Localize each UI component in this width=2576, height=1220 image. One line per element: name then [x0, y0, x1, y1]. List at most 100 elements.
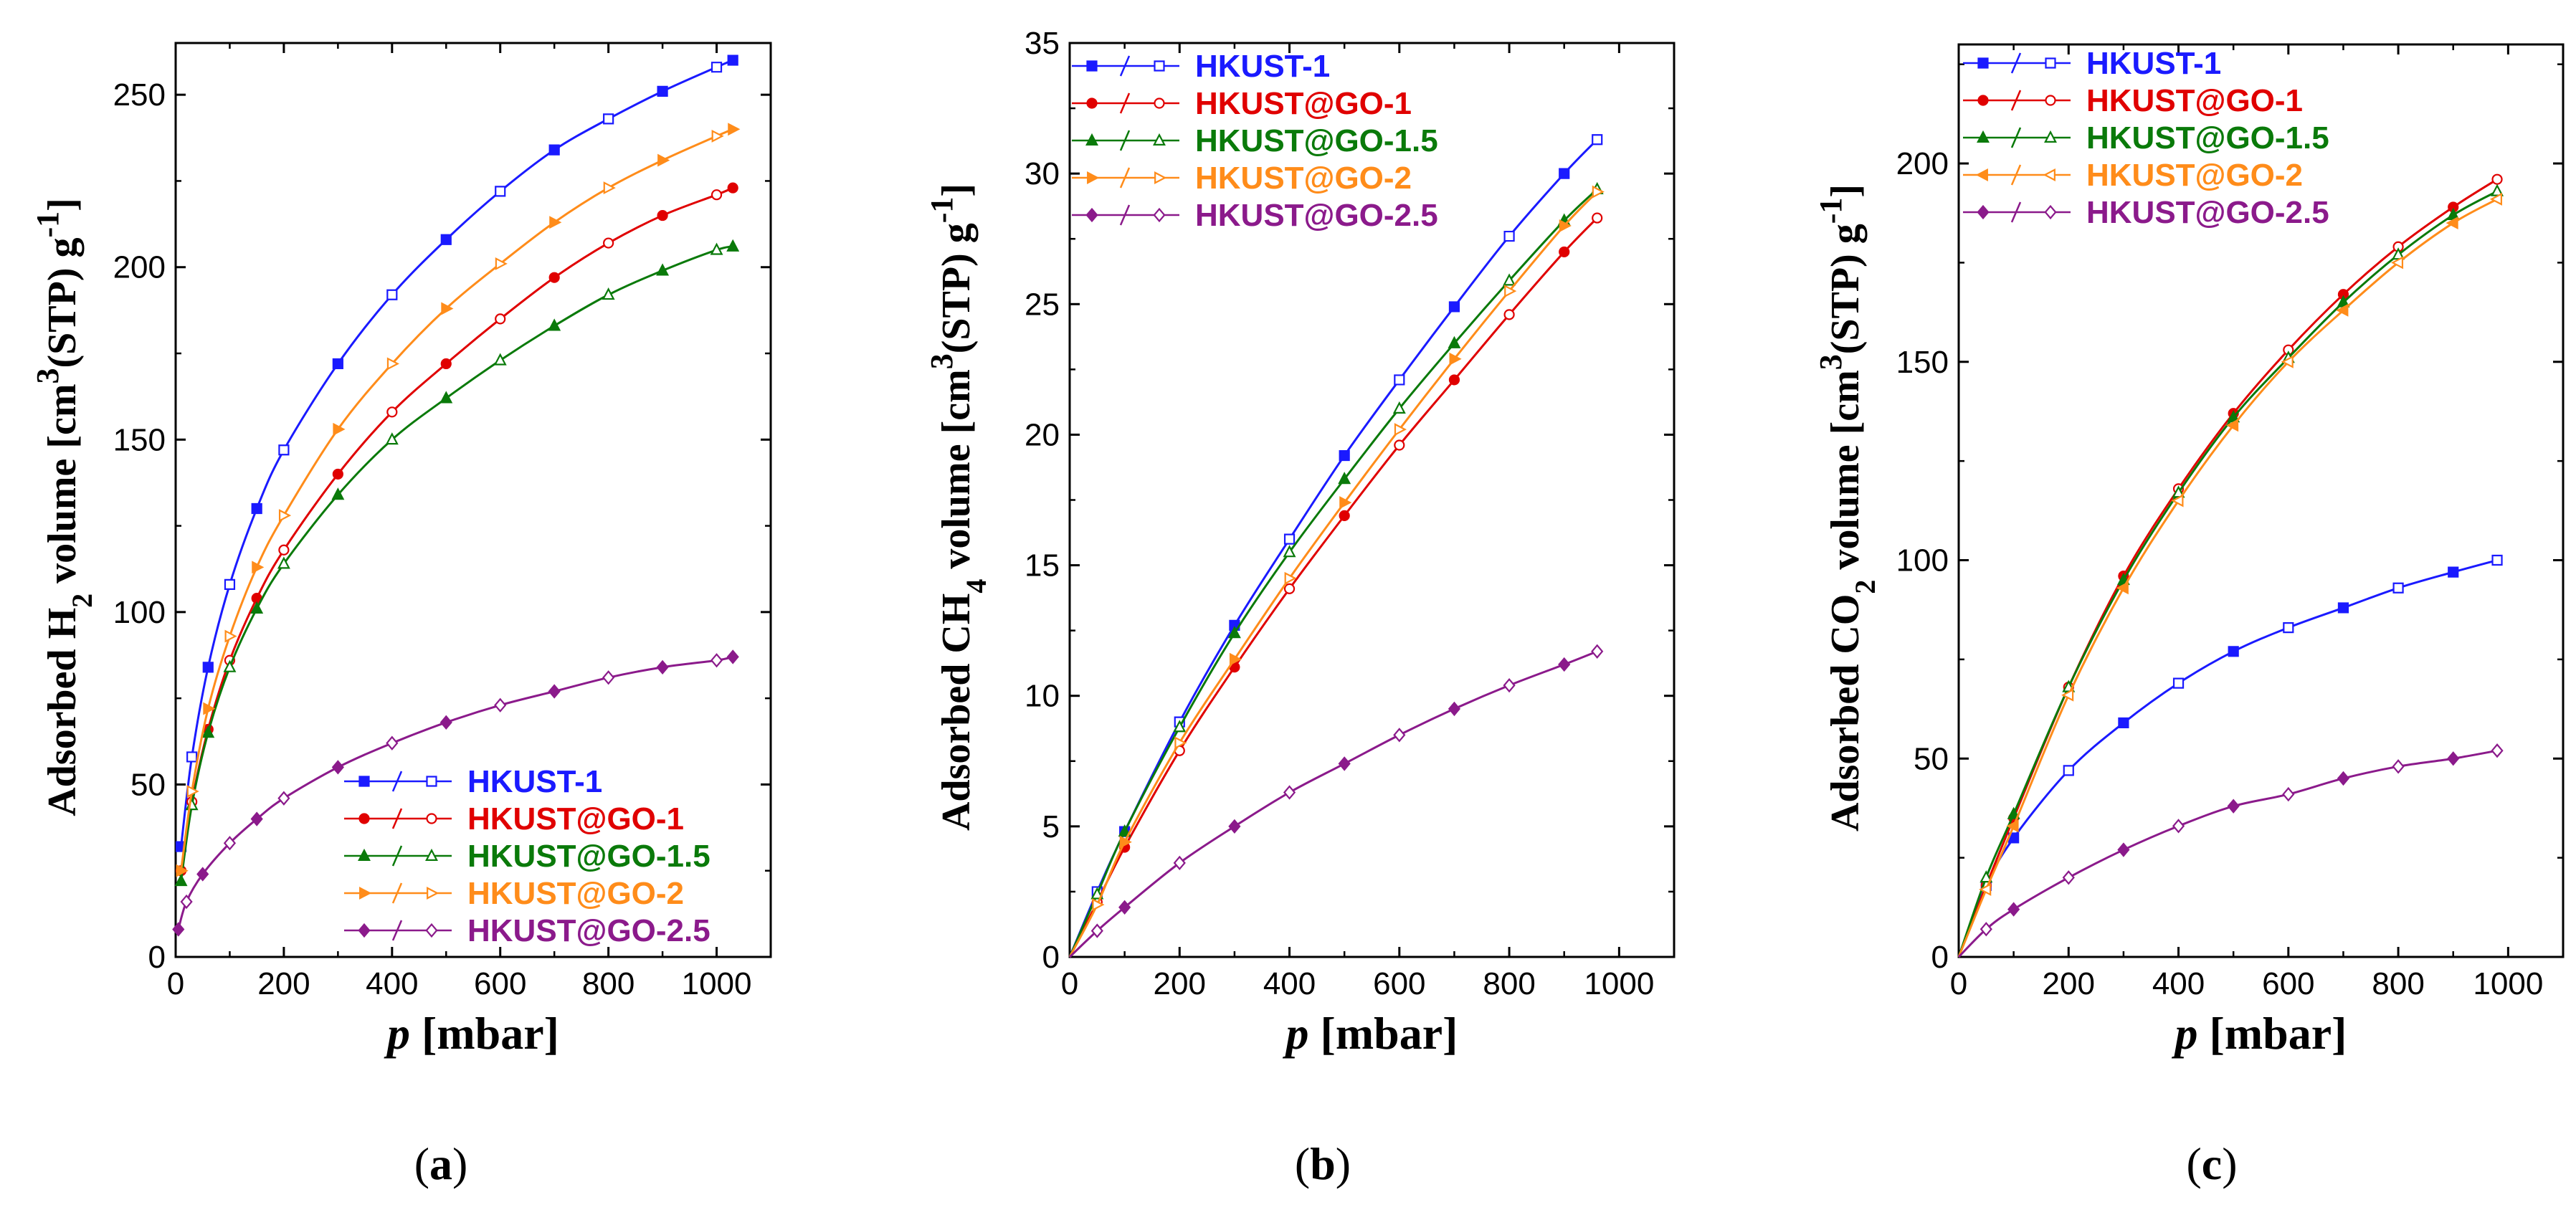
data-point	[2282, 786, 2295, 802]
legend-marker-open	[425, 923, 438, 938]
panel-label-letter: b	[1310, 1138, 1336, 1189]
data-point	[2172, 819, 2185, 834]
legend-label: HKUST@GO-2	[467, 876, 684, 911]
data-point	[1979, 870, 1993, 883]
legend-item: HKUST-1	[1963, 46, 2221, 81]
data-point	[711, 129, 724, 143]
series-line	[180, 186, 733, 871]
legend-item: HKUST@GO-1	[1963, 83, 2303, 118]
series-hkust-1	[1957, 554, 2503, 958]
legend-separator	[1119, 167, 1131, 189]
data-point	[1090, 887, 1104, 900]
data-point	[1979, 882, 1992, 896]
legend-label: HKUST@GO-1.5	[1195, 123, 1438, 158]
data-point	[1559, 219, 1572, 232]
legend-marker-filled	[1087, 171, 1100, 184]
legend-item: HKUST@GO-1.5	[1963, 120, 2329, 156]
data-point	[1173, 720, 1187, 733]
data-point	[1339, 510, 1350, 521]
y-tick-label: 25	[1025, 287, 1060, 322]
data-point	[548, 144, 560, 156]
y-tick-label: 50	[130, 767, 166, 802]
legend-marker-filled	[358, 776, 370, 787]
panel-label-close-paren: )	[2222, 1138, 2237, 1189]
series-line	[180, 59, 733, 847]
y-axis-label-pre: Adsorbed H	[40, 608, 85, 816]
legend-separator	[1119, 92, 1131, 114]
data-point	[2392, 582, 2404, 594]
data-point	[186, 751, 198, 763]
y-axis-label: Adsorbed H2 volume [cm3(STP) g-1]	[30, 198, 98, 816]
data-point	[2447, 751, 2460, 766]
data-point	[2061, 688, 2074, 702]
data-point	[1118, 824, 1131, 837]
panel-label: (a)	[414, 1138, 468, 1189]
y-axis-label-mid: volume [cm	[934, 369, 979, 578]
legend-separator	[391, 845, 403, 867]
data-point	[1174, 736, 1187, 750]
data-point	[1228, 819, 1241, 834]
legend-item: HKUST-1	[344, 764, 602, 799]
data-point	[1394, 374, 1405, 386]
legend-item: HKUST@GO-2.5	[344, 913, 710, 948]
data-point	[602, 287, 615, 300]
data-point	[495, 257, 508, 270]
data-point	[1339, 449, 1350, 462]
x-tick-label: 1000	[1584, 966, 1654, 1001]
legend-separator	[2010, 90, 2022, 111]
legend-label: HKUST@GO-1.5	[467, 839, 710, 874]
y-tick-label: 100	[1896, 543, 1949, 578]
data-point	[1503, 677, 1516, 693]
legend-marker-open	[1154, 171, 1167, 184]
data-point	[2062, 870, 2075, 885]
data-point	[1284, 571, 1297, 585]
legend-item: HKUST@GO-1	[344, 801, 684, 837]
data-point	[2337, 602, 2349, 614]
legend-item: HKUST@GO-2.5	[1963, 195, 2329, 230]
legend-separator	[2010, 201, 2022, 223]
series-hkust-go-2-5	[1068, 644, 1604, 958]
data-point	[1338, 756, 1351, 771]
x-tick-label: 1000	[682, 966, 752, 1001]
legend-label: HKUST-1	[467, 764, 602, 799]
legend-marker-open	[1154, 60, 1165, 72]
legend-separator	[2010, 127, 2022, 148]
series-hkust-1	[1068, 134, 1603, 958]
series-hkust-go-2	[1957, 192, 2502, 958]
data-point	[1283, 583, 1296, 594]
data-point	[278, 444, 290, 456]
data-point	[2116, 581, 2129, 595]
data-point	[603, 113, 614, 125]
chart-panel-a: 0 200 400 600 800 1000 0 50 100 150 200 250 p [mbar]…	[30, 42, 772, 1189]
legend-label: HKUST@GO-1	[1195, 86, 1412, 121]
data-point	[251, 502, 262, 515]
data-point	[548, 684, 561, 699]
data-point	[333, 422, 346, 436]
legend-item: HKUST@GO-1.5	[344, 839, 710, 874]
legend-marker-filled	[1085, 207, 1098, 223]
data-point	[250, 601, 264, 614]
y-tick-label: 100	[113, 595, 166, 630]
x-tick-label: 600	[474, 966, 526, 1001]
legend-label: HKUST@GO-2	[2086, 158, 2303, 193]
legend-marker-filled	[1086, 60, 1098, 72]
legend-label: HKUST@GO-2.5	[2086, 195, 2329, 230]
y-axis-label-end: ]	[40, 198, 85, 211]
data-point	[441, 302, 454, 315]
data-point	[710, 653, 723, 668]
data-point	[1503, 230, 1515, 242]
legend-marker-filled	[1977, 130, 1990, 143]
x-tick-label: 800	[582, 966, 635, 1001]
data-point	[1118, 900, 1131, 915]
series-hkust-go-2-5	[1957, 743, 2504, 958]
data-point	[1092, 898, 1105, 912]
chart-panel-c: 0 200 400 600 800 1000 0 50 100 150 200 p [mbar] Ads…	[1813, 43, 2565, 1189]
data-point	[1338, 472, 1351, 485]
data-point	[493, 353, 507, 366]
data-point	[657, 153, 670, 167]
data-point	[180, 894, 193, 910]
x-tick-label: 1000	[2473, 966, 2543, 1001]
x-axis-unit: [mbar]	[410, 1008, 559, 1059]
legend-separator	[391, 882, 403, 904]
